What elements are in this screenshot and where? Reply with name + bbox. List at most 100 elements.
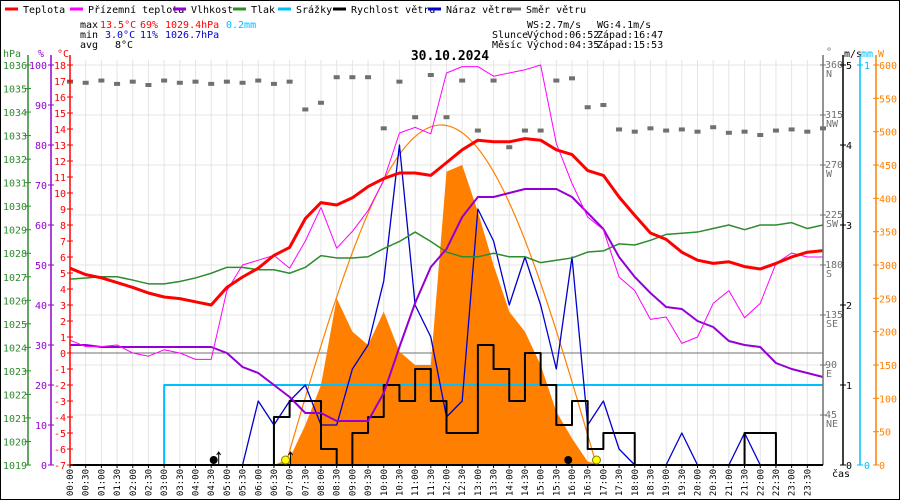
x-tick-label: 16:00 (568, 469, 578, 496)
wind-tick-label: 2 (846, 301, 852, 312)
wind-direction-point (490, 78, 497, 83)
temperature-tick-label: 15 (54, 109, 66, 120)
solar-axis-unit: W (878, 49, 885, 60)
pressure-tick-label: 1035 (3, 85, 27, 96)
x-tick-label: 21:00 (725, 469, 735, 496)
temperature-tick-label: 16 (54, 93, 66, 104)
humidity-axis-unit: % (38, 49, 44, 60)
direction-tick-label: 180 (825, 260, 843, 271)
x-tick-label: 17:30 (615, 469, 625, 496)
temperature-tick-label: -1 (54, 365, 66, 376)
humidity-tick-label: 70 (35, 181, 47, 192)
x-tick-label: 15:30 (552, 469, 562, 496)
wind-direction-point (208, 81, 215, 86)
wind-direction-point (631, 129, 638, 134)
direction-tick-label: 315 (825, 110, 843, 121)
temperature-tick-label: -5 (54, 429, 66, 440)
wind-direction-point (318, 100, 324, 105)
solar-tick-label: 200 (879, 328, 897, 339)
temperature-tick-label: 11 (54, 173, 66, 184)
x-tick-label: 01:00 (97, 469, 107, 496)
direction-name-label: S (826, 269, 832, 280)
wind-direction-point (569, 76, 575, 81)
moonrise-time: Východ:04:35 (527, 39, 599, 51)
moonrise-marker (209, 456, 218, 464)
wind-direction-point (333, 75, 340, 80)
wind-direction-point (741, 129, 748, 134)
wind-direction-point (427, 73, 434, 77)
wind-direction-point (176, 80, 183, 85)
temperature-tick-label: 8 (60, 221, 66, 232)
min-pressure: 1026.7hPa (165, 30, 219, 41)
wind-direction-point (365, 75, 372, 80)
direction-tick-label: 270 (825, 160, 843, 171)
pressure-tick-label: 1020 (3, 437, 27, 448)
wind-direction-point (161, 78, 168, 83)
x-tick-label: 22:30 (772, 469, 782, 496)
x-tick-label: 12:00 (443, 469, 453, 496)
x-tick-label: 09:30 (364, 469, 374, 496)
x-tick-label: 11:00 (411, 469, 421, 496)
temperature-tick-label: 4 (60, 285, 66, 296)
legend-label: Vlhkost (191, 5, 233, 16)
wind-direction-point (537, 128, 544, 133)
pressure-tick-label: 1033 (3, 132, 27, 143)
x-tick-label: 19:00 (662, 469, 672, 496)
pressure-tick-label: 1021 (3, 414, 27, 425)
legend-label: Rychlost větru (351, 4, 435, 16)
x-tick-label: 14:30 (521, 469, 531, 496)
x-tick-label: 17:00 (599, 469, 609, 496)
wind-direction-point (286, 79, 293, 84)
temperature-tick-label: 3 (60, 301, 66, 312)
x-tick-label: 03:00 (160, 469, 170, 496)
wind-tick-label: 3 (846, 221, 852, 232)
temperature-tick-label: 13 (54, 141, 66, 152)
wind-direction-point (647, 126, 654, 131)
precip-tick-label: 0 (864, 461, 870, 472)
wind-direction-point (584, 105, 591, 110)
temperature-tick-label: -2 (54, 381, 66, 392)
x-tick-label: 15:00 (537, 469, 547, 496)
humidity-tick-label: 30 (35, 341, 47, 352)
sunrise-marker (281, 455, 291, 465)
wind-axis-unit: m/s (844, 49, 862, 60)
pressure-tick-label: 1023 (3, 367, 27, 378)
wind-direction-point (114, 81, 121, 86)
pressure-axis-unit: hPa (3, 49, 21, 60)
wind-tick-label: 0 (846, 461, 852, 472)
x-tick-label: 10:30 (395, 469, 405, 496)
wind-direction-point (129, 79, 136, 84)
x-tick-label: 22:00 (756, 469, 766, 496)
wind-direction-point (474, 128, 481, 133)
wind-direction-point (506, 145, 513, 150)
humidity-tick-label: 100 (29, 61, 47, 72)
temperature-tick-label: 17 (54, 77, 66, 88)
solar-tick-label: 250 (879, 294, 897, 305)
solar-tick-label: 350 (879, 228, 897, 239)
x-tick-label: 02:30 (144, 469, 154, 496)
x-tick-label: 16:30 (584, 469, 594, 496)
avg-label: avg (80, 40, 98, 51)
x-tick-label: 08:30 (333, 469, 343, 496)
legend-label: Náraz větru (446, 4, 512, 16)
wind-direction-point (710, 125, 717, 130)
max-pressure: 1029.4hPa (165, 20, 219, 31)
humidity-tick-label: 80 (35, 141, 47, 152)
direction-name-label: E (826, 369, 832, 380)
series-tlak (69, 221, 824, 285)
wind-direction-point (663, 128, 670, 133)
temperature-tick-label: 14 (54, 125, 66, 136)
temperature-tick-label: 10 (54, 189, 66, 200)
pressure-tick-label: 1024 (3, 343, 27, 354)
x-tick-label: 00:00 (66, 469, 76, 496)
x-tick-label: 07:00 (286, 469, 296, 496)
axes-layer: 1019102010211022102310241025102610271028… (3, 55, 897, 472)
humidity-tick-label: 60 (35, 221, 47, 232)
direction-tick-label: 135 (825, 310, 843, 321)
x-tick-label: 14:00 (505, 469, 515, 496)
moonset-marker (564, 456, 573, 464)
temperature-tick-label: -6 (54, 445, 66, 456)
direction-tick-label: 225 (825, 210, 843, 221)
wind-direction-point (302, 107, 309, 112)
x-tick-label: 05:30 (239, 469, 249, 496)
